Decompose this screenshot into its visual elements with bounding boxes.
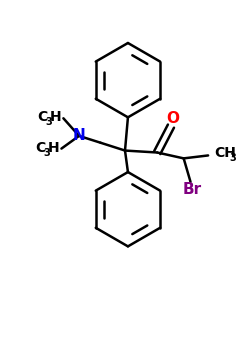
Text: Br: Br [183,182,202,197]
Text: C: C [36,141,46,155]
Text: C: C [38,110,48,124]
Text: 3: 3 [43,147,50,158]
Text: H: H [48,141,60,155]
Text: CH: CH [214,147,236,161]
Text: O: O [166,111,179,126]
Text: 3: 3 [45,117,52,127]
Text: 3: 3 [230,153,236,163]
Text: H: H [50,110,62,124]
Text: N: N [73,128,86,143]
